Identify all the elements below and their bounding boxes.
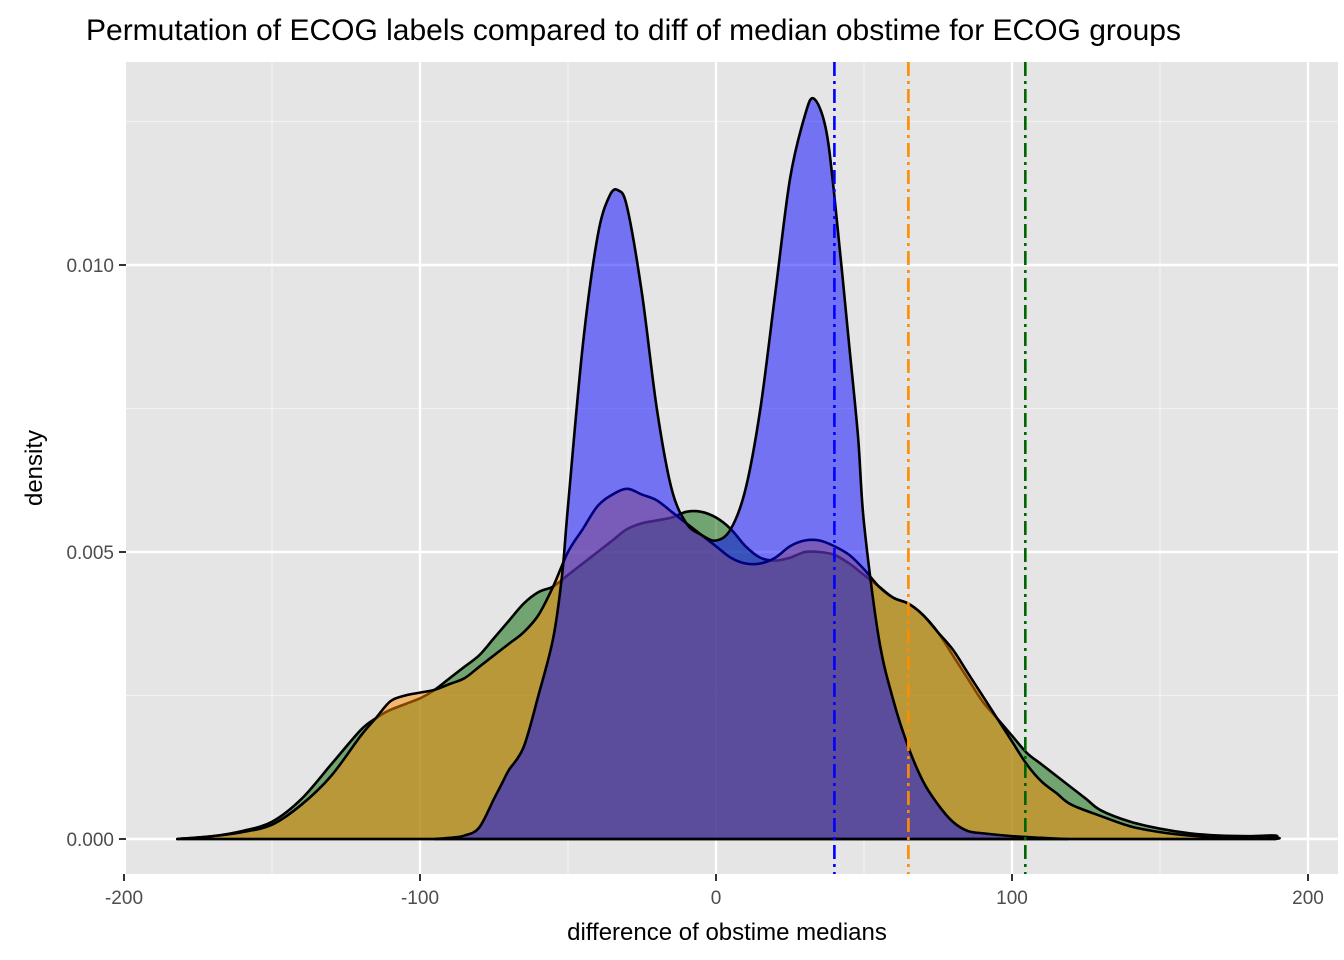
x-axis-title: difference of obstime medians (567, 919, 887, 946)
x-tick-label: 0 (711, 888, 722, 909)
x-axis: -200 -100 0 100 200 (105, 874, 1324, 909)
y-axis: 0.000 0.005 0.010 (66, 256, 126, 851)
y-tick-label: 0.000 (66, 830, 114, 851)
minor-gridlines (126, 62, 1338, 874)
x-tick-label: 100 (996, 888, 1028, 909)
y-tick-label: 0.010 (66, 256, 114, 277)
chart-title: Permutation of ECOG labels compared to d… (86, 14, 1181, 47)
plot-panel (122, 62, 1338, 874)
x-tick-label: 200 (1292, 888, 1324, 909)
reference-lines (833, 62, 1027, 874)
density-area-3 (433, 96, 1069, 841)
x-tick-label: -200 (105, 888, 143, 909)
density-areas (175, 96, 1281, 841)
x-tick-label: -100 (401, 888, 439, 909)
y-axis-title: density (21, 430, 48, 506)
y-tick-label: 0.005 (66, 543, 114, 564)
